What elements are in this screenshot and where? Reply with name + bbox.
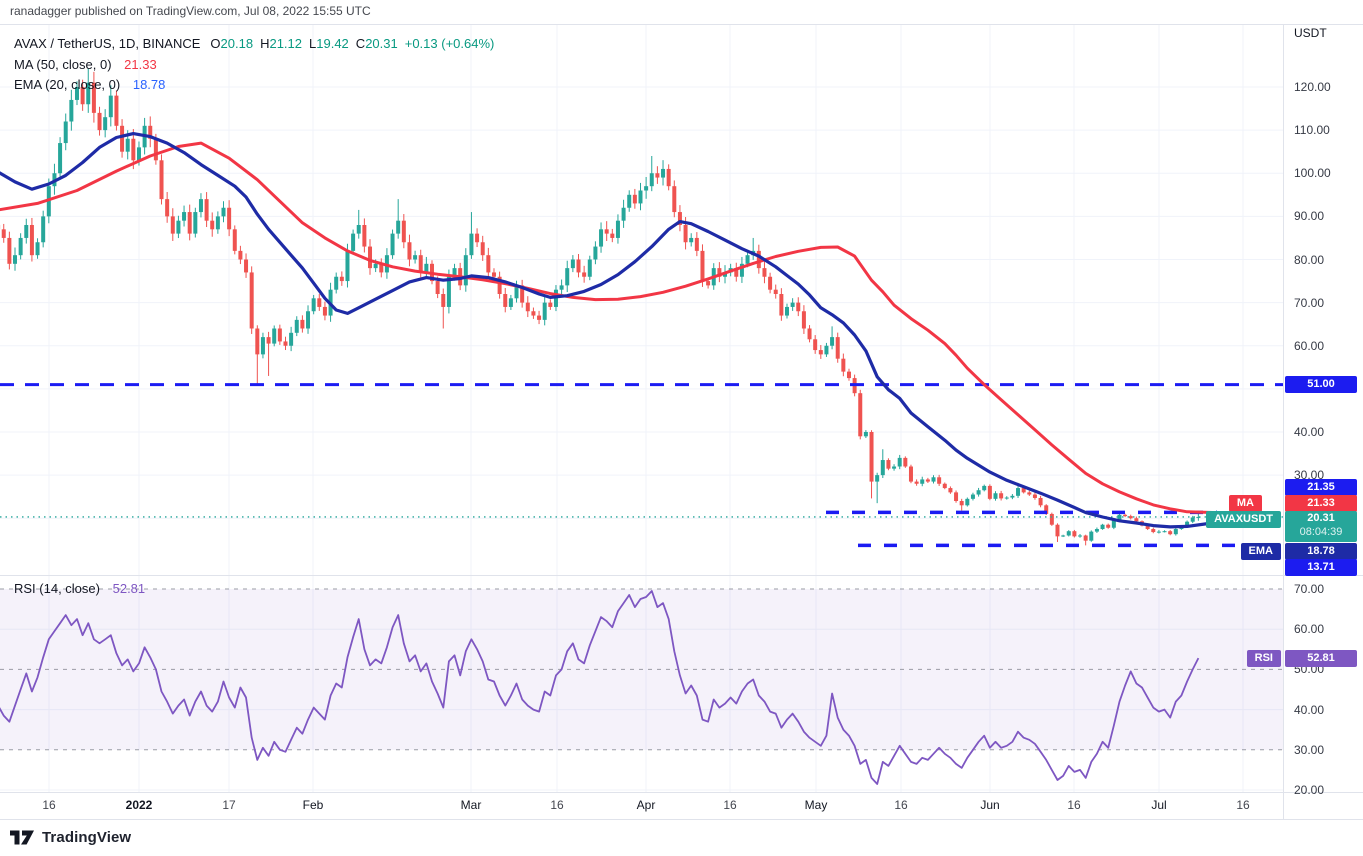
time-axis-label: Jun — [980, 798, 1000, 812]
price-axis-label: 120.00 — [1294, 80, 1331, 94]
ohlc-values: O20.18 H21.12 L19.42 C20.31 — [210, 36, 404, 51]
rsi-line — [0, 590, 1200, 785]
rsi-legend[interactable]: RSI (14, close) 52.81 — [14, 581, 145, 596]
price-axis-label: 70.00 — [1294, 295, 1325, 310]
time-axis-label: Mar — [460, 798, 482, 812]
time-axis-label: 16 — [1236, 798, 1250, 812]
ma-tag: MA — [1228, 495, 1262, 512]
time-axis-label: Feb — [302, 798, 324, 812]
price-axis-label: 80.00 — [1294, 252, 1325, 267]
current-price-value: 20.31 — [1307, 512, 1335, 524]
tradingview-logo[interactable]: TradingView — [10, 828, 131, 847]
price-axis-label: 110.00 — [1294, 123, 1330, 138]
symbol-title: AVAX / TetherUS, 1D, BINANCE — [14, 36, 201, 51]
pane-borders — [0, 24, 1363, 820]
tradingview-mark-icon — [10, 830, 34, 845]
ma-value-badge: 21.33 — [1285, 495, 1357, 512]
resistance-level-badge: 51.00 — [1285, 376, 1357, 393]
time-axis-label: 17 — [222, 798, 236, 812]
price-axis-label: 60.00 — [1294, 338, 1325, 353]
time-axis-label: Jul — [1151, 798, 1167, 812]
drawn-levels[interactable] — [0, 383, 1283, 548]
time-axis-label: 16 — [894, 798, 908, 812]
ema-value: 18.78 — [132, 77, 166, 92]
ohlc-key: C — [355, 36, 366, 51]
rsi-band — [0, 588, 1283, 751]
rsi-tag: RSI — [1246, 650, 1281, 667]
ema20-line — [0, 132, 1211, 529]
ma-value: 21.33 — [124, 57, 157, 72]
candlestick-series — [0, 68, 1201, 546]
ema-legend[interactable]: EMA (20, close, 0) 18.78 — [14, 77, 165, 92]
rsi-value: 52.81 — [112, 581, 146, 596]
grid-lines — [0, 24, 1283, 793]
time-axis-label: May — [804, 798, 828, 812]
ma-legend[interactable]: MA (50, close, 0) 21.33 — [14, 57, 157, 72]
time-axis-label: 2022 — [125, 798, 153, 812]
rsi-axis-label: 30.00 — [1294, 742, 1325, 757]
time-axis-label: Apr — [636, 798, 656, 812]
ma50-line — [0, 141, 1214, 514]
ema-label: EMA (20, close, 0) — [14, 77, 121, 92]
rsi-axis-label: 40.00 — [1294, 702, 1325, 717]
ohlc-key: H — [260, 36, 270, 51]
ohlc-value: 21.12 — [269, 36, 303, 51]
time-axis-label: 16 — [723, 798, 737, 812]
time-axis-label: 16 — [42, 798, 56, 812]
range-low-level-badge: 13.71 — [1285, 559, 1357, 576]
rsi-axis-label: 60.00 — [1294, 622, 1325, 637]
ohlc-key: L — [309, 36, 317, 51]
rsi-axis-label: 20.00 — [1294, 783, 1325, 797]
rsi-axis-label: 70.00 — [1294, 582, 1325, 596]
rsi-label: RSI (14, close) — [14, 581, 100, 596]
ohlc-value: 19.42 — [316, 36, 349, 51]
time-axis-label: 16 — [550, 798, 564, 812]
time-axis-label: 16 — [1067, 798, 1081, 812]
price-axis-label: 90.00 — [1294, 209, 1325, 224]
price-change: +0.13 (+0.64%) — [404, 36, 495, 51]
ma-label: MA (50, close, 0) — [14, 57, 112, 72]
ohlc-value: 20.31 — [365, 36, 398, 51]
rsi-value-badge: 52.81 — [1285, 650, 1357, 667]
ema-value-badge: 18.78 — [1285, 543, 1357, 560]
range-high-level-badge: 21.35 — [1285, 479, 1357, 496]
byline: ranadagger published on TradingView.com,… — [10, 4, 371, 18]
price-axis-label: 100.00 — [1294, 166, 1331, 181]
price-axis-currency: USDT — [1294, 26, 1327, 40]
price-axis-label: 30.00 — [1294, 468, 1325, 483]
tradingview-logo-text: TradingView — [42, 829, 132, 846]
ohlc-key: O — [210, 36, 221, 51]
ema-tag: EMA — [1240, 543, 1281, 560]
symbol-tag: AVAXUSDT — [1206, 511, 1281, 528]
time-axis[interactable] — [0, 792, 1283, 819]
symbol-legend[interactable]: AVAX / TetherUS, 1D, BINANCE O20.18 H21.12… — [14, 36, 494, 51]
current-price-badge: 20.31 08:04:39 — [1285, 511, 1357, 542]
price-axis[interactable] — [1283, 24, 1363, 792]
bar-countdown: 08:04:39 — [1299, 526, 1343, 538]
ohlc-value: 20.18 — [220, 36, 254, 51]
price-axis-label: 40.00 — [1294, 425, 1325, 439]
